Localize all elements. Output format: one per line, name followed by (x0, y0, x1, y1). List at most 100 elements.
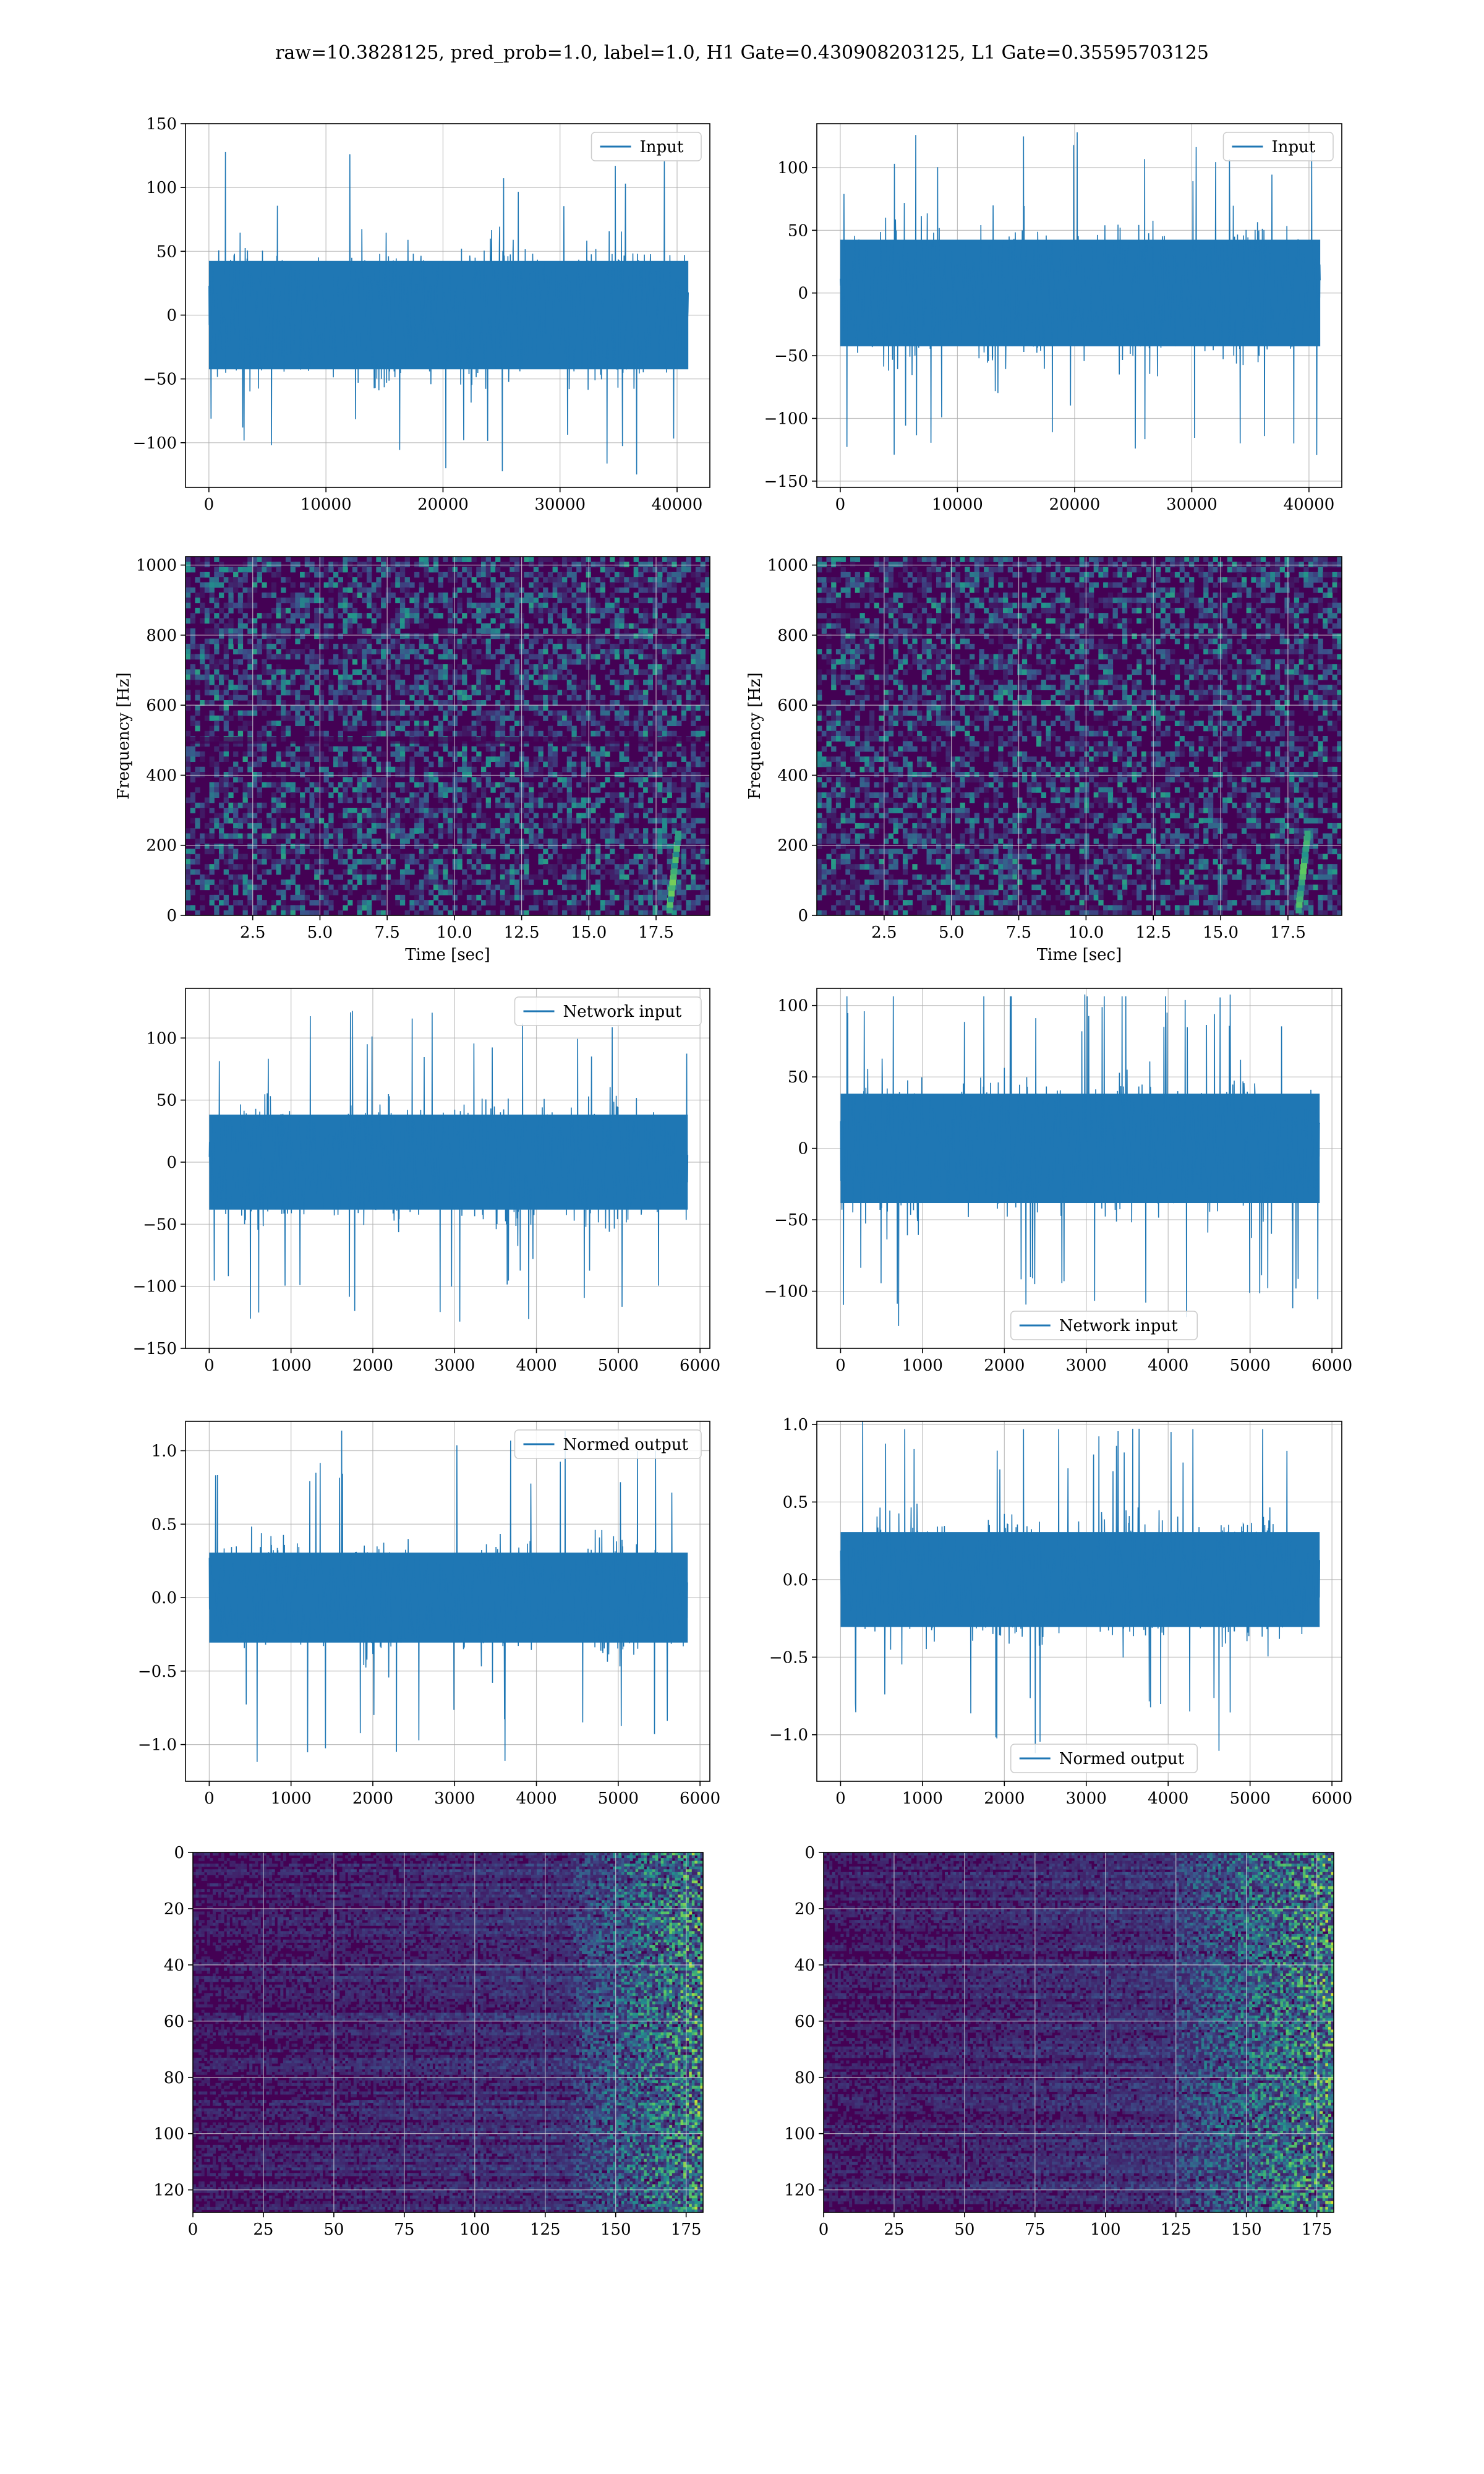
heatmap-cell (859, 833, 865, 839)
heatmap-cell (835, 818, 842, 824)
heatmap-cell (552, 828, 558, 834)
heatmap-cell (480, 823, 487, 829)
heatmap-cell (343, 838, 348, 844)
heatmap-cell (247, 557, 253, 562)
heatmap-cell (371, 823, 377, 829)
heatmap-cell (409, 858, 415, 865)
heatmap-cell (610, 577, 615, 583)
heatmap-cell (257, 679, 262, 685)
heatmap-cell (343, 562, 348, 568)
heatmap-cell (390, 557, 396, 562)
heatmap-cell (186, 669, 191, 675)
heatmap-cell (429, 730, 434, 737)
heatmap-cell (826, 649, 832, 655)
heatmap-cell (619, 782, 625, 788)
heatmap-cell (864, 813, 870, 819)
heatmap-cell (672, 705, 677, 711)
heatmap-cell (581, 726, 587, 732)
heatmap-cell (855, 602, 861, 609)
heatmap-cell (850, 874, 856, 880)
heatmap-cell (214, 577, 220, 583)
heatmap-cell (262, 730, 267, 737)
heatmap-cell (438, 664, 443, 670)
heatmap-cell (429, 900, 434, 906)
heatmap-cell (605, 567, 610, 573)
heatmap-cell (438, 705, 443, 711)
heatmap-cell (257, 802, 262, 808)
heatmap-cell (500, 659, 506, 665)
heatmap-cell (633, 638, 639, 644)
heatmap-cell (214, 746, 220, 752)
heatmap-cell (831, 623, 837, 629)
heatmap-cell (514, 705, 520, 711)
heatmap-cell (700, 705, 706, 711)
heatmap-cell (633, 761, 639, 768)
heatmap-cell (533, 593, 539, 598)
heatmap-cell (404, 869, 410, 875)
heatmap-cell (571, 638, 577, 644)
heatmap-cell (500, 623, 506, 629)
heatmap-cell (476, 756, 482, 763)
x-tick-label: 0 (204, 495, 215, 514)
heatmap-cell (657, 602, 663, 609)
heatmap-cell (309, 587, 315, 593)
heatmap-cell (309, 751, 315, 757)
heatmap-cell (242, 577, 248, 583)
heatmap-cell (190, 746, 196, 752)
heatmap-cell (233, 649, 239, 655)
heatmap-cell (242, 874, 248, 880)
heatmap-cell (538, 833, 544, 839)
heatmap-cell (276, 849, 281, 855)
heatmap-cell (395, 679, 401, 685)
heatmap-cell (505, 797, 510, 803)
heatmap-cell (371, 844, 377, 849)
heatmap-cell (328, 577, 334, 583)
heatmap-cell (647, 844, 654, 849)
heatmap-cell (524, 858, 529, 865)
heatmap-cell (429, 818, 434, 824)
heatmap-cell (242, 567, 248, 573)
heatmap-cell (390, 828, 396, 834)
heatmap-cell (452, 679, 458, 685)
heatmap-cell (209, 880, 215, 885)
heatmap-cell (884, 700, 889, 706)
heatmap-cell (566, 587, 573, 593)
heatmap-cell (318, 700, 325, 706)
heatmap-cell (591, 864, 596, 870)
heatmap-cell (850, 756, 856, 763)
heatmap-cell (538, 730, 544, 737)
heatmap-cell (628, 880, 634, 885)
heatmap-cell (676, 618, 682, 624)
heatmap-cell (879, 705, 884, 711)
heatmap-cell (348, 869, 353, 875)
heatmap-cell (443, 654, 448, 660)
heatmap-cell (271, 910, 277, 915)
heatmap-cell (438, 593, 443, 598)
heatmap-cell (328, 746, 334, 752)
heatmap-cell (424, 900, 429, 906)
heatmap-cell (462, 674, 467, 680)
heatmap-cell (835, 557, 842, 562)
heatmap-cell (190, 674, 196, 680)
heatmap-cell (262, 628, 267, 634)
heatmap-cell (485, 654, 491, 660)
heatmap-cell (209, 797, 215, 803)
heatmap-cell (285, 685, 291, 691)
heatmap-cell (424, 802, 429, 808)
heatmap-cell (476, 777, 482, 783)
heatmap-cell (223, 715, 229, 721)
heatmap-cell (524, 802, 529, 808)
heatmap-cell (566, 869, 573, 875)
heatmap-cell (624, 741, 629, 747)
heatmap-cell (476, 869, 482, 875)
heatmap-cell (652, 726, 658, 732)
heatmap-cell (657, 700, 663, 706)
heatmap-cell (884, 880, 889, 885)
heatmap-cell (485, 884, 491, 891)
heatmap-cell (204, 613, 210, 619)
heatmap-cell (218, 854, 224, 860)
heatmap-cell (566, 726, 573, 732)
heatmap-cell (676, 808, 682, 813)
heatmap-cell (533, 756, 539, 763)
heatmap-cell (409, 710, 415, 716)
